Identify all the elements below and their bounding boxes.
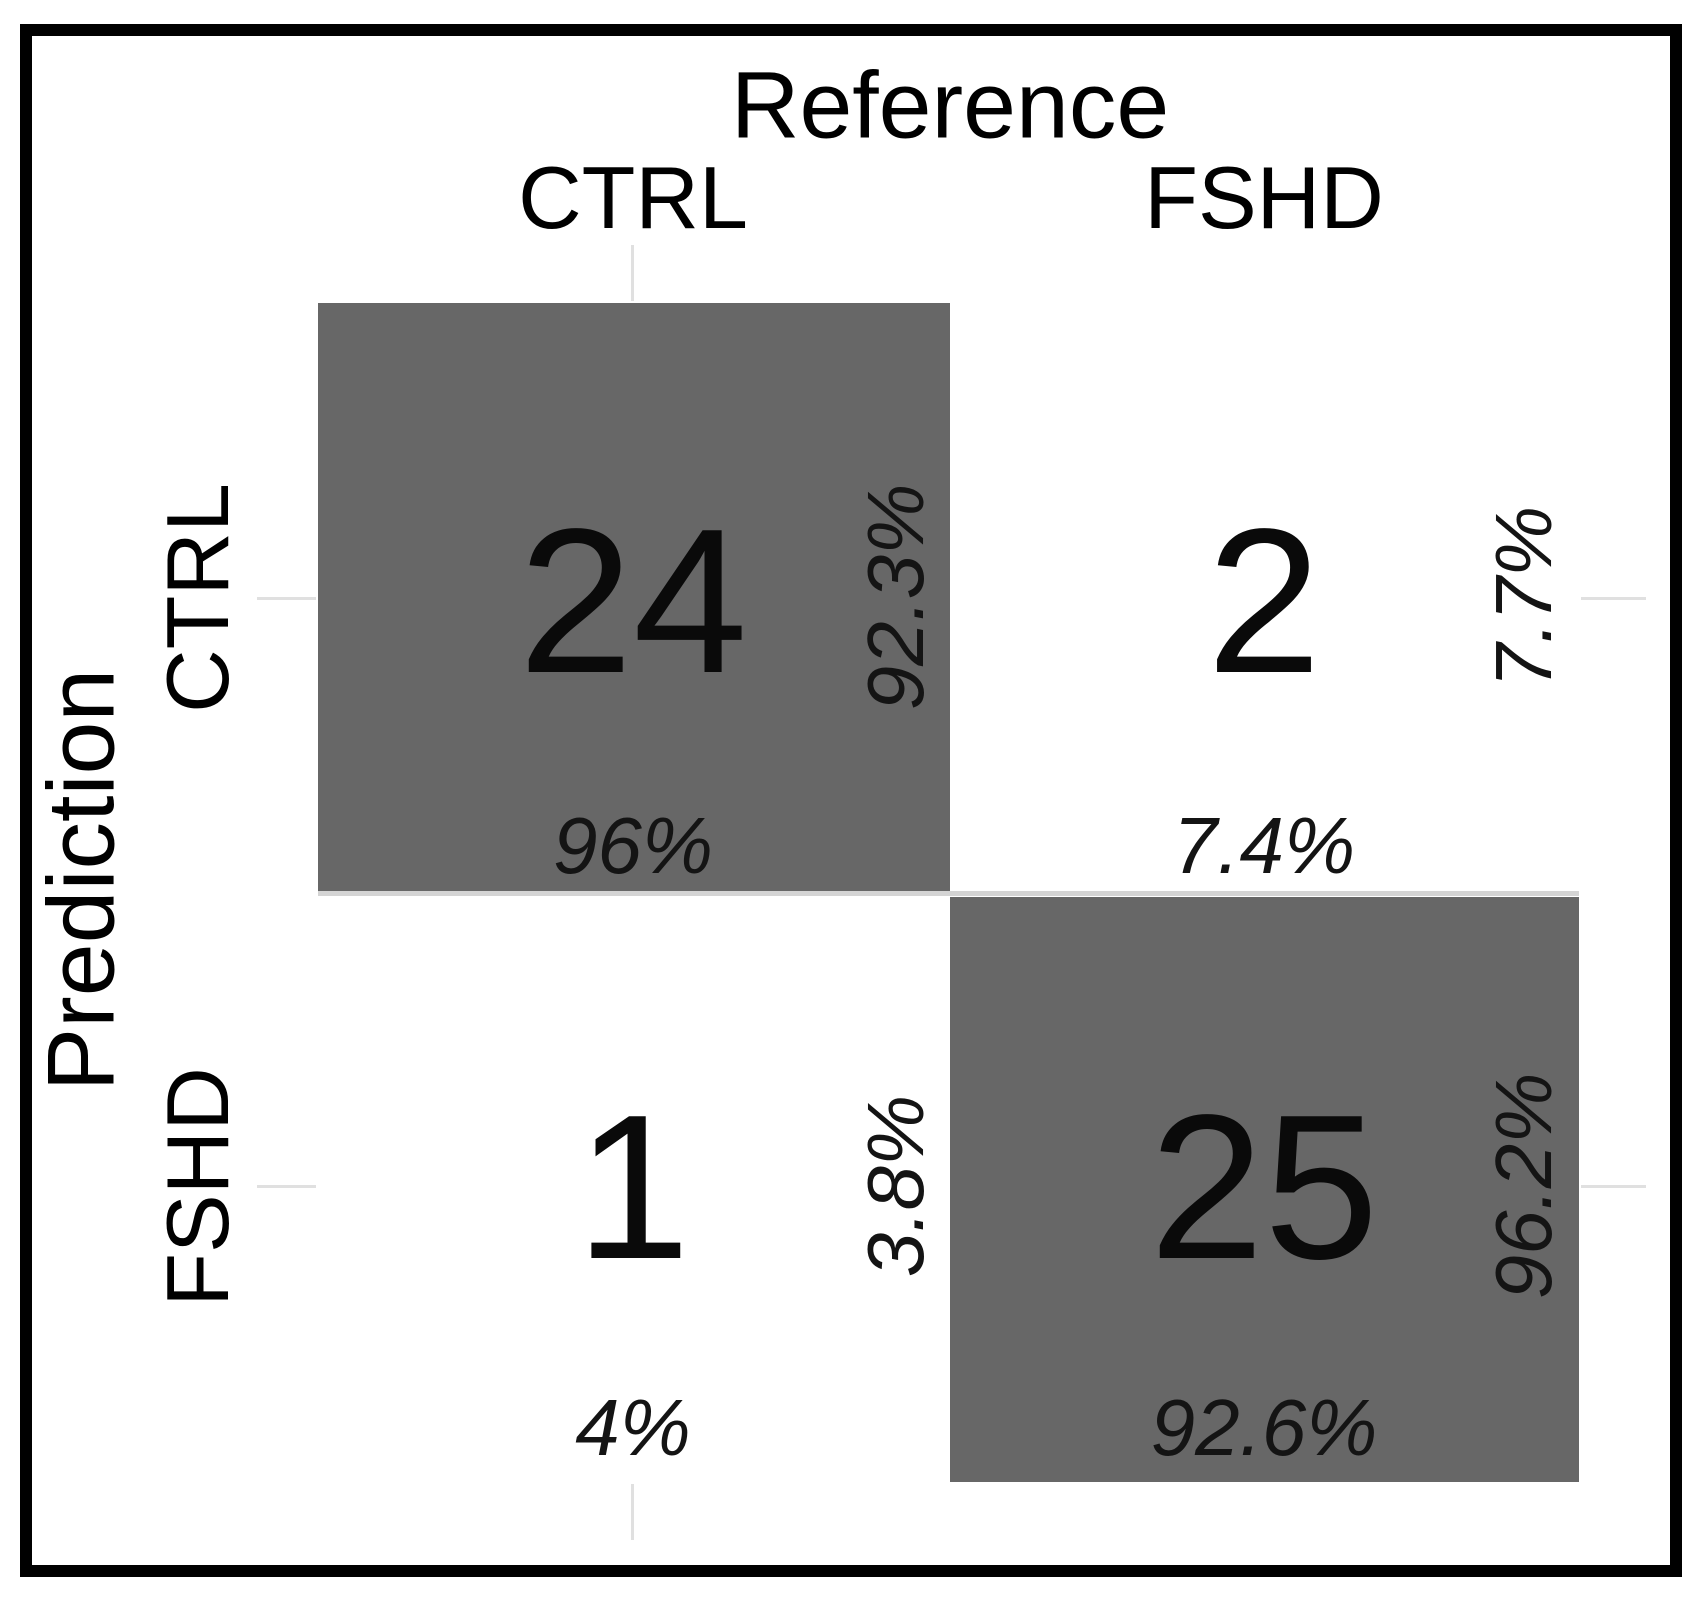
right-axis-tick-ctrl	[1581, 597, 1646, 600]
right-axis-tick-fshd	[1581, 1185, 1646, 1188]
row-percent-ctrl-fshd: 7.7%	[1479, 505, 1568, 689]
column-percent-fshd-fshd: 92.6%	[1150, 1383, 1378, 1472]
reference-axis-title: Reference	[730, 52, 1170, 159]
count-ctrl-fshd: 2	[1206, 486, 1322, 716]
prediction-axis-title: Prediction	[28, 668, 135, 1092]
column-percent-ctrl-fshd: 7.4%	[1172, 801, 1356, 890]
row-label-fshd: FSHD	[148, 1067, 247, 1307]
top-axis-tick-ctrl	[631, 245, 634, 301]
row-percent-fshd-fshd: 96.2%	[1479, 1072, 1568, 1300]
row-percent-fshd-ctrl: 3.8%	[851, 1094, 940, 1278]
plot-border	[20, 24, 1682, 1577]
left-axis-tick-fshd	[257, 1185, 316, 1188]
left-axis-tick-ctrl	[257, 597, 316, 600]
row-separator-line	[318, 891, 1579, 896]
cell-prediction-fshd-reference-fshd	[950, 897, 1579, 1482]
row-percent-ctrl-ctrl: 92.3%	[851, 483, 940, 711]
column-percent-fshd-ctrl: 4%	[575, 1383, 691, 1472]
count-ctrl-ctrl: 24	[518, 486, 748, 716]
column-label-ctrl: CTRL	[518, 148, 748, 247]
bottom-axis-tick-ctrl	[631, 1484, 634, 1540]
count-fshd-ctrl: 1	[575, 1072, 691, 1302]
column-percent-ctrl-ctrl: 96%	[552, 801, 714, 890]
column-label-fshd: FSHD	[1144, 148, 1384, 247]
row-label-ctrl: CTRL	[148, 483, 247, 713]
count-fshd-fshd: 25	[1149, 1072, 1379, 1302]
cell-prediction-ctrl-reference-ctrl	[318, 303, 950, 891]
